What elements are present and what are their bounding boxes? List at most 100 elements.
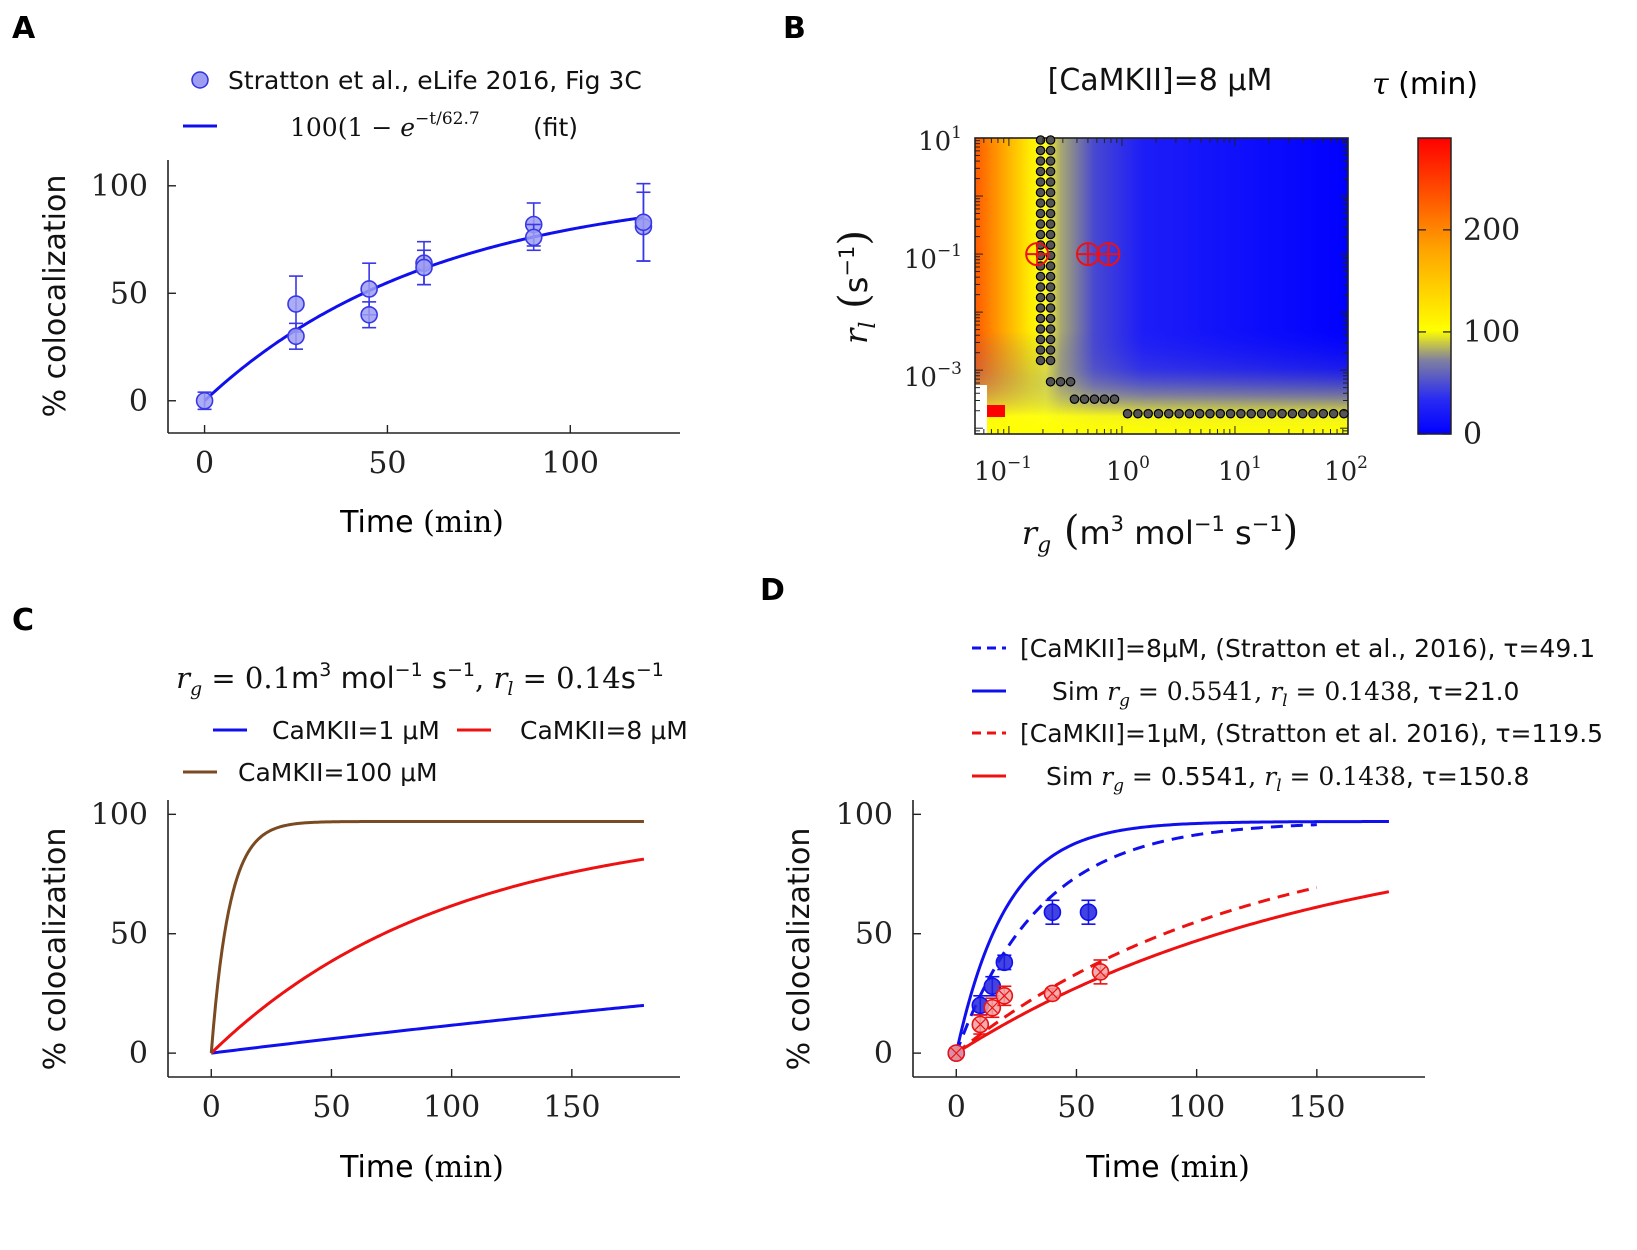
d-xtick-label: 150 [1288, 1090, 1345, 1125]
legend-c-label-8uM: CaMKII=8 μM [520, 716, 688, 745]
heatmap-boundary-dot [1174, 408, 1184, 419]
heatmap-boundary-dot [1045, 156, 1056, 166]
heatmap-frame [974, 137, 1349, 435]
heatmap-boundary-dot [1035, 271, 1046, 282]
colorbar-tick-label: 0 [1463, 417, 1482, 452]
heatmap-boundary-dot [1045, 376, 1056, 387]
heatmap-boundary-dot [1099, 394, 1110, 404]
heatmap-boundary-dot [1045, 240, 1056, 250]
heatmap-boundary-dot [1045, 145, 1056, 156]
legend-c-label-100uM: CaMKII=100 μM [238, 758, 438, 787]
legend-a: Stratton et al., eLife 2016, Fig 3C 100(… [183, 66, 642, 142]
colorbar-ticks: 0 100 200 [1418, 213, 1520, 452]
heatmap-boundary-dot [1045, 334, 1056, 345]
d-point-cross [998, 990, 1010, 1002]
legend-c: CaMKII=1 μM CaMKII=8 μM CaMKII=100 μM [183, 716, 688, 787]
heatmap-boundary-dot [1035, 145, 1046, 156]
c-xtick-label: 100 [423, 1090, 480, 1125]
colorbar: 0 100 200 [1417, 137, 1520, 452]
legend-a-data-label: Stratton et al., eLife 2016, Fig 3C [228, 66, 642, 95]
heatmap-boundary-dot [1045, 187, 1056, 198]
d-xtick-label: 50 [1057, 1090, 1095, 1125]
d-xtick-label: 100 [1168, 1090, 1225, 1125]
heatmap-boundary-dot [1045, 229, 1056, 240]
heatmap-boundary-dot [1194, 408, 1205, 419]
heatmap-boundary-dot [1045, 313, 1056, 324]
d-data-point [995, 953, 1014, 972]
heatmap-boundary-dot [1035, 292, 1046, 303]
c-ytick-label: 100 [91, 797, 148, 832]
heatmap-boundary-dot [1205, 408, 1215, 419]
colorbar-label: τ (min) [1372, 67, 1478, 102]
d-ytick-label: 100 [836, 797, 893, 832]
heatmap-ytick-label: 101 [918, 123, 962, 157]
heatmap-boundary-dot [1153, 408, 1164, 419]
heatmap-boundary-dot [1045, 208, 1056, 219]
legend-a-marker [191, 71, 209, 89]
axes-a: 0 50 100 0 50 100 [91, 160, 680, 481]
heatmap-boundary-dot [1035, 334, 1046, 345]
heatmap-boundary-dot [1035, 166, 1046, 177]
heatmap-boundary-dot [1163, 408, 1174, 419]
a-xtick-label: 50 [368, 446, 406, 481]
a-data-point [195, 391, 214, 410]
colorbar-tick-label: 100 [1463, 315, 1520, 350]
heatmap-boundary-dot [1045, 135, 1056, 145]
heatmap-xtick-label: 102 [1324, 453, 1368, 487]
c-series-line [211, 1003, 645, 1055]
heatmap-boundary-dot [1045, 198, 1056, 208]
heatmap-boundary-dot [1035, 303, 1046, 313]
heatmap-boundary-dot [1045, 292, 1056, 303]
heatmap-boundary-dot [1246, 408, 1256, 419]
heatmap-boundary-dot [1045, 355, 1056, 366]
colorbar-gradient [1417, 137, 1452, 435]
heatmap-boundary-dot [1035, 208, 1046, 219]
heatmap-boundary-dot [1035, 187, 1046, 198]
panel-c-chart: rg = 0.1m3 mol−1 s−1, rl = 0.14s−1 CaMKI… [38, 659, 688, 1185]
a-ytick-label: 50 [110, 276, 148, 311]
c-xtick-label: 150 [543, 1090, 600, 1125]
axes-c: 0 50 100 150 0 50 100 [91, 797, 680, 1125]
heatmap-ytick-label: 10−3 [904, 359, 962, 393]
chart-c-title: rg = 0.1m3 mol−1 s−1, rl = 0.14s−1 [176, 659, 664, 700]
heatmap-boundary-dot [1035, 345, 1046, 355]
heatmap-boundary-dot [1035, 355, 1046, 366]
a-xtick-label: 100 [542, 446, 599, 481]
c-series-line [209, 819, 644, 1054]
heatmap-xlabel: rg (m3 mol−1 s−1) [1022, 508, 1298, 558]
d-ytick-label: 50 [855, 917, 893, 952]
d-xtick-label: 0 [947, 1090, 966, 1125]
xlabel-d: Time (min) [1085, 1150, 1250, 1185]
d-series-line [954, 820, 1389, 1054]
xlabel-a: Time (min) [339, 505, 504, 540]
colorbar-tick-label: 200 [1463, 213, 1520, 248]
ylabel-a: % colocalization [38, 175, 73, 418]
legend-d: [CaMKII]=8μM, (Stratton et al., 2016), τ… [972, 634, 1603, 796]
xlabel-c: Time (min) [339, 1150, 504, 1185]
heatmap-boundary-dot [1318, 408, 1329, 419]
legend-d-label-2: Sim rg = 0.5541, rl = 0.1438, τ=21.0 [1052, 677, 1519, 711]
d-point-cross [950, 1047, 962, 1059]
ylabel-d: % colocalization [782, 828, 817, 1071]
panel-a-chart: Stratton et al., eLife 2016, Fig 3C 100 (… [38, 66, 680, 540]
panel-label-d: D [760, 573, 785, 608]
heatmap-boundary-dot [1045, 324, 1056, 334]
heatmap-field [975, 138, 1348, 434]
heatmap-red-markers [1025, 242, 1121, 267]
legend-a-fit-label: (fit) [533, 113, 578, 142]
heatmap-boundary-dot [1143, 408, 1153, 419]
heatmap-boundary-dot [1133, 408, 1143, 419]
a-data-point [287, 327, 305, 346]
heatmap-xtick-label: 10−1 [974, 453, 1032, 487]
heatmap-red-corner [987, 405, 1005, 417]
heatmap-boundary-dot [1184, 408, 1195, 419]
a-data-point [415, 258, 433, 277]
legend-c-label-1uM: CaMKII=1 μM [272, 716, 440, 745]
panel-b-heatmap: [CaMKII]=8 μM τ (min) 10−1 100 101 102 1… [831, 63, 1520, 558]
a-xtick-label: 0 [195, 446, 214, 481]
heatmap-boundary-dot [1308, 408, 1318, 419]
d-data-point [1079, 903, 1098, 922]
heatmap-boundary-dot [1035, 177, 1046, 187]
heatmap-red-marker-cross [1026, 243, 1049, 266]
